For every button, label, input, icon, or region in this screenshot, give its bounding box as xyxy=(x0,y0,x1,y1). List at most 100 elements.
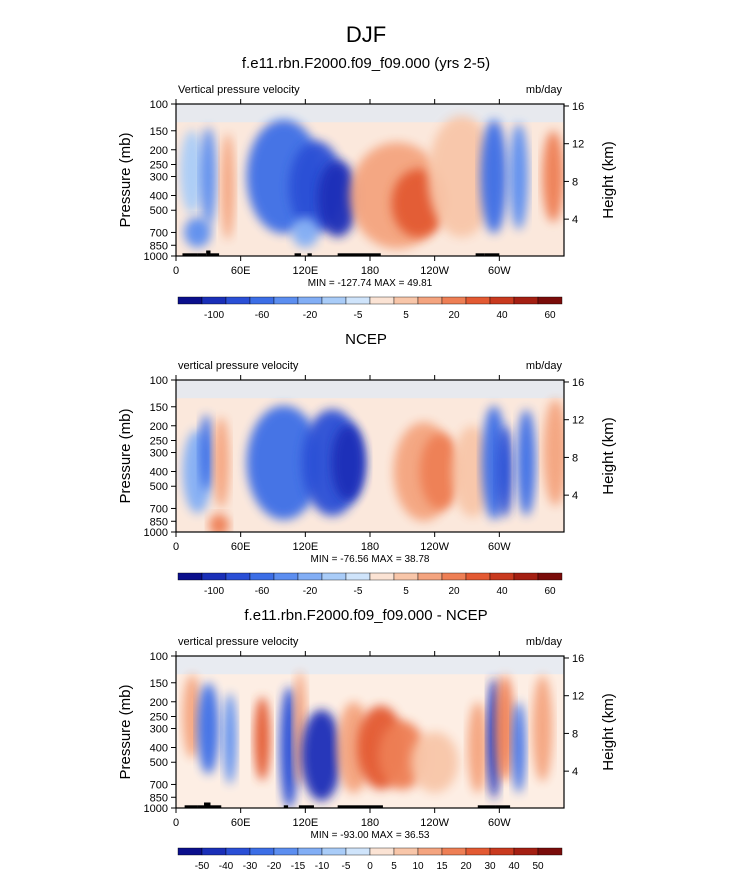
orography-block xyxy=(337,805,383,808)
y-tick-label: 1000 xyxy=(144,803,168,815)
y-tick-label: 100 xyxy=(150,375,168,387)
y-tick-label: 700 xyxy=(150,779,168,791)
y-tick-label: 500 xyxy=(150,481,168,493)
field-cell xyxy=(254,696,271,781)
x-tick-label: 180 xyxy=(361,541,379,553)
orography-block xyxy=(283,805,289,808)
colorbar-label: 10 xyxy=(412,861,424,872)
colorbar-swatch xyxy=(369,847,395,856)
colorbar-swatch xyxy=(345,847,371,856)
colorbar-swatch xyxy=(537,572,563,581)
field-cell xyxy=(291,217,319,248)
y2-tick-label: 12 xyxy=(572,139,584,151)
y2-axis-label: Height (km) xyxy=(600,693,617,771)
colorbar-swatch xyxy=(201,847,227,856)
colorbar: -50 -40 -30 -20 -15 -10 -5 0 5 10 15 20 30 40 50 xyxy=(177,847,563,872)
field-cell xyxy=(220,133,235,240)
colorbar-label: 60 xyxy=(544,586,556,597)
colorbar-swatch xyxy=(225,572,251,581)
panels-group: f.e11.rbn.F2000.f09_f09.000 (yrs 2-5) Ver… xyxy=(117,55,617,872)
colorbar-swatch xyxy=(489,847,515,856)
chart-title: f.e11.rbn.F2000.f09_f09.000 - NCEP xyxy=(244,607,487,624)
field-cell xyxy=(331,424,366,501)
colorbar-swatch xyxy=(369,572,395,581)
y-axis-label: Pressure (mb) xyxy=(117,408,134,503)
y-tick-label: 200 xyxy=(150,421,168,433)
y-tick-label: 1000 xyxy=(144,527,168,539)
colorbar-swatch xyxy=(465,572,491,581)
colorbar-label: -60 xyxy=(255,586,270,597)
field-cell xyxy=(495,675,515,782)
y-tick-label: 150 xyxy=(150,126,168,138)
field-cell xyxy=(197,682,220,775)
colorbar-label: 50 xyxy=(532,861,544,872)
y2-tick-label: 12 xyxy=(572,691,584,703)
orography-block xyxy=(294,253,302,256)
y-tick-label: 250 xyxy=(150,435,168,447)
y2-tick-label: 4 xyxy=(572,214,578,226)
y2-axis-label: Height (km) xyxy=(600,417,617,495)
y2-tick-label: 8 xyxy=(572,728,578,740)
colorbar-swatch xyxy=(417,572,443,581)
y-axis-label: Pressure (mb) xyxy=(117,132,134,227)
colorbar-swatch xyxy=(273,847,299,856)
orography-block xyxy=(484,253,500,256)
y-tick-label: 700 xyxy=(150,227,168,239)
y-tick-label: 150 xyxy=(150,678,168,690)
y-tick-label: 150 xyxy=(150,402,168,414)
y2-axis-label: Height (km) xyxy=(600,141,617,219)
colorbar-label: 5 xyxy=(403,586,409,597)
colorbar-label: 60 xyxy=(544,310,556,321)
min-max-stats: MIN = -93.00 MAX = 36.53 xyxy=(311,830,430,841)
colorbar-label: -5 xyxy=(354,310,363,321)
field-cell xyxy=(317,160,358,237)
orography-block xyxy=(197,253,207,256)
colorbar-swatch xyxy=(177,847,203,856)
colorbar-label: -20 xyxy=(303,310,318,321)
colorbar-swatch xyxy=(345,296,371,305)
y2-tick-label: 16 xyxy=(572,653,584,665)
colorbar-swatch xyxy=(249,572,275,581)
colorbar-swatch xyxy=(369,296,395,305)
field-upper-band xyxy=(176,104,564,123)
y-tick-label: 100 xyxy=(150,651,168,663)
y2-tick-label: 12 xyxy=(572,415,584,427)
orography-block xyxy=(337,253,381,256)
orography-block xyxy=(184,805,198,808)
x-tick-label: 120E xyxy=(292,541,318,553)
contour-field xyxy=(176,656,564,808)
colorbar-label: -10 xyxy=(315,861,330,872)
orography-block xyxy=(307,253,312,256)
colorbar-swatch xyxy=(225,847,251,856)
y2-tick-label: 4 xyxy=(572,766,578,778)
y-tick-label: 250 xyxy=(150,711,168,723)
field-cell xyxy=(199,414,213,491)
field-cell xyxy=(213,417,230,509)
x-tick-label: 60E xyxy=(231,817,251,829)
x-tick-label: 180 xyxy=(361,817,379,829)
y-tick-label: 1000 xyxy=(144,251,168,263)
colorbar-swatch xyxy=(225,296,251,305)
colorbar-label: 20 xyxy=(448,586,460,597)
colorbar-swatch xyxy=(273,572,299,581)
field-cell xyxy=(496,425,513,518)
field-cell xyxy=(411,731,459,793)
y2-tick-label: 4 xyxy=(572,490,578,502)
chart-title: NCEP xyxy=(345,331,387,348)
colorbar-label: -100 xyxy=(204,586,224,597)
field-cell xyxy=(184,217,212,248)
field-cell xyxy=(467,701,488,794)
colorbar-swatch xyxy=(321,296,347,305)
orography-block xyxy=(477,805,496,808)
colorbar-swatch xyxy=(489,296,515,305)
colorbar-swatch xyxy=(321,847,347,856)
field-cell xyxy=(419,433,461,510)
x-tick-label: 60E xyxy=(231,541,251,553)
chart-panel-1: f.e11.rbn.F2000.f09_f09.000 (yrs 2-5) Ver… xyxy=(117,55,617,321)
colorbar-label: -15 xyxy=(291,861,306,872)
variable-label: Vertical pressure velocity xyxy=(178,84,300,96)
field-cell xyxy=(516,409,536,516)
y-tick-label: 700 xyxy=(150,503,168,515)
y-tick-label: 300 xyxy=(150,448,168,460)
colorbar-swatch xyxy=(297,847,323,856)
